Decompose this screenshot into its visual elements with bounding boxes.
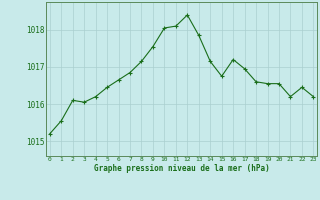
X-axis label: Graphe pression niveau de la mer (hPa): Graphe pression niveau de la mer (hPa) (94, 164, 269, 173)
